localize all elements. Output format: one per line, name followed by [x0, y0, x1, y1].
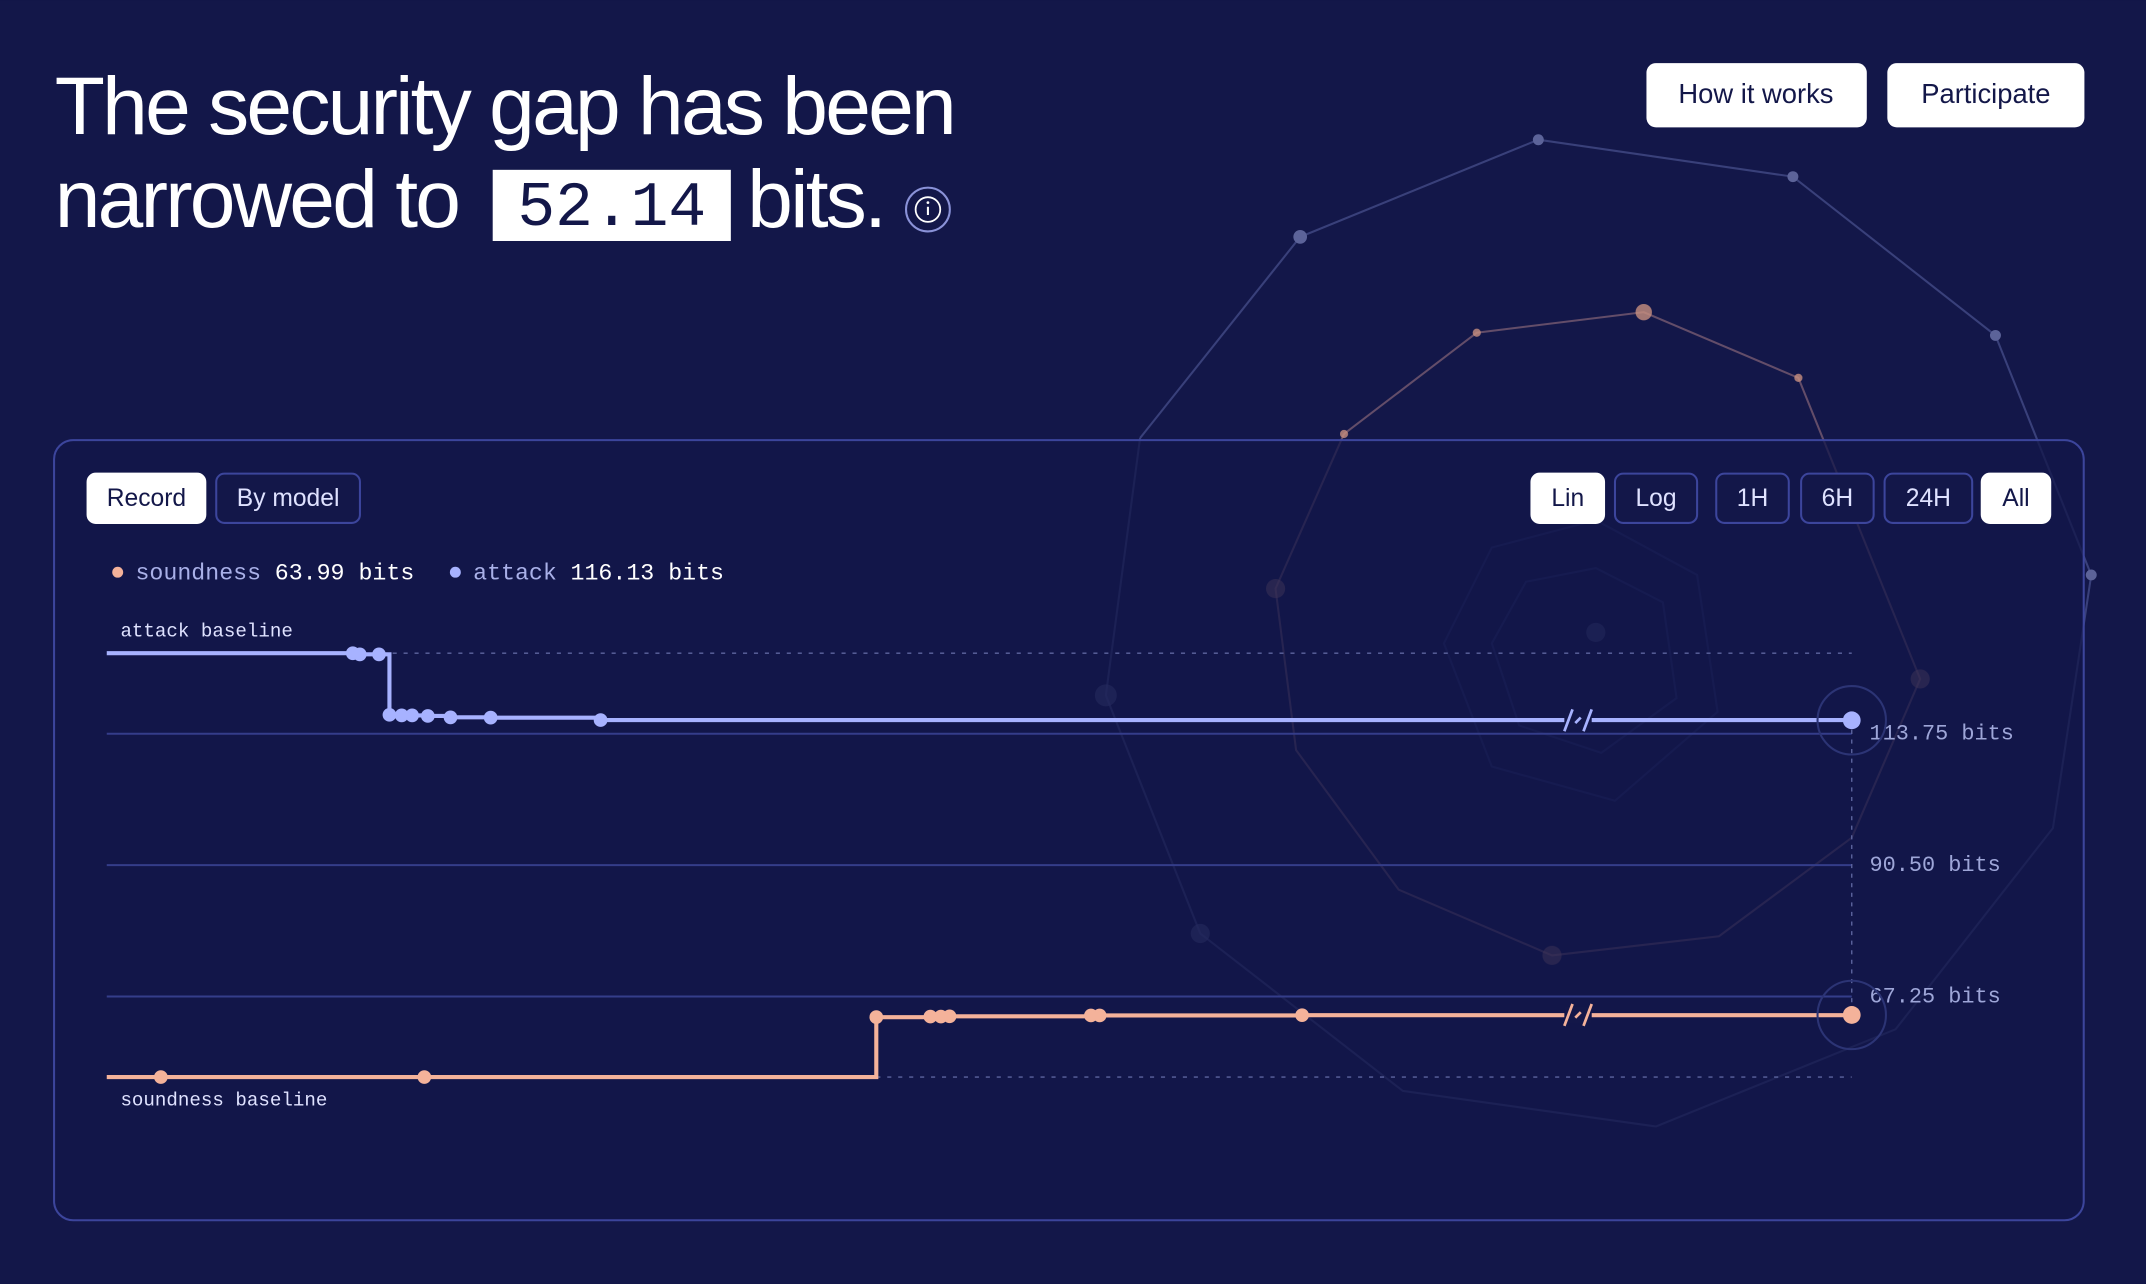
- point[interactable]: [923, 1009, 938, 1024]
- info-icon[interactable]: [905, 186, 951, 233]
- halo: [1816, 979, 1887, 1051]
- point[interactable]: [394, 708, 409, 723]
- point[interactable]: [417, 1070, 432, 1084]
- nav-label[interactable]: Participate: [1921, 78, 2050, 109]
- tab-label[interactable]: By model: [237, 485, 340, 512]
- tab-label[interactable]: 1H: [1737, 485, 1768, 512]
- nav-button[interactable]: [1646, 63, 1867, 128]
- point[interactable]: [372, 647, 386, 662]
- title: The security gap has been: [55, 61, 954, 152]
- point[interactable]: [420, 709, 435, 723]
- tab-button[interactable]: [215, 472, 361, 524]
- tab-button[interactable]: [86, 472, 207, 524]
- gap-value: 52.14: [517, 173, 706, 244]
- gap-box: [492, 169, 731, 241]
- point[interactable]: [1842, 711, 1861, 730]
- tab-button[interactable]: [1800, 472, 1875, 524]
- tab-label[interactable]: Lin: [1551, 485, 1584, 512]
- point[interactable]: [1842, 1006, 1861, 1024]
- tab-button[interactable]: [1613, 472, 1699, 524]
- legend-swatch: [449, 566, 461, 578]
- tab-label[interactable]: All: [2002, 485, 2029, 512]
- tab-button[interactable]: [1980, 472, 2052, 524]
- point[interactable]: [154, 1070, 168, 1084]
- baseline-label: attack baseline: [120, 620, 292, 642]
- tab-label[interactable]: 6H: [1822, 485, 1853, 512]
- title: bits.: [747, 154, 884, 245]
- point[interactable]: [483, 710, 498, 725]
- tab-label[interactable]: 24H: [1906, 485, 1951, 512]
- point[interactable]: [1092, 1008, 1107, 1023]
- legend-name: soundness: [135, 561, 261, 587]
- y-tick-label: 90.50 bits: [1870, 853, 2001, 878]
- point[interactable]: [443, 710, 458, 725]
- baseline-label: soundness baseline: [120, 1089, 327, 1111]
- point[interactable]: [869, 1010, 884, 1024]
- axis-break: [1563, 708, 1593, 732]
- point[interactable]: [593, 713, 608, 727]
- axis-break: [1563, 1003, 1593, 1027]
- halo: [1816, 685, 1887, 756]
- point[interactable]: [1295, 1008, 1309, 1023]
- y-tick-label: 67.25 bits: [1870, 984, 2001, 1009]
- nav-label[interactable]: How it works: [1678, 78, 1833, 109]
- point[interactable]: [352, 647, 367, 662]
- legend-name: attack: [473, 561, 557, 587]
- point[interactable]: [405, 708, 419, 723]
- tab-label[interactable]: Log: [1635, 485, 1676, 512]
- legend-value: 116.13 bits: [571, 561, 724, 587]
- nav-button[interactable]: [1887, 63, 2085, 128]
- point[interactable]: [942, 1009, 957, 1024]
- tab-button[interactable]: [1715, 472, 1790, 524]
- tab-button[interactable]: [1530, 472, 1606, 524]
- tab-button[interactable]: [1883, 472, 1974, 524]
- point[interactable]: [382, 707, 397, 722]
- legend-swatch: [112, 566, 124, 578]
- title: narrowed to: [55, 154, 459, 245]
- chart-panel: [53, 439, 2085, 1222]
- y-tick-label: 113.75 bits: [1870, 722, 2014, 747]
- tab-label[interactable]: Record: [107, 485, 186, 512]
- legend-value: 63.99 bits: [275, 561, 415, 587]
